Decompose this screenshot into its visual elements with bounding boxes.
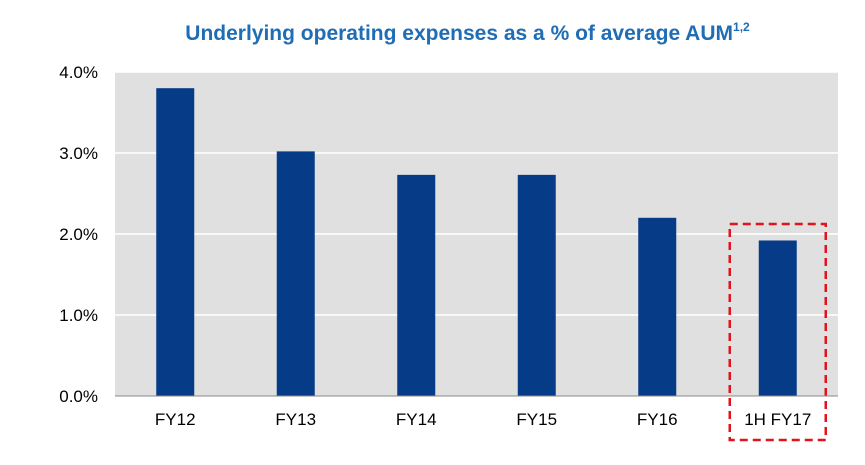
chart-title-text: Underlying operating expenses as a % of …	[185, 22, 734, 45]
y-tick-label: 0.0%	[59, 387, 98, 406]
y-tick-label: 1.0%	[59, 306, 98, 325]
bar	[397, 174, 436, 396]
y-tick-label: 4.0%	[59, 63, 98, 82]
chart-title: Underlying operating expenses as a % of …	[0, 20, 865, 46]
bar	[517, 174, 556, 396]
x-tick-label: FY14	[396, 410, 437, 429]
y-tick-label: 2.0%	[59, 225, 98, 244]
y-tick-label: 3.0%	[59, 144, 98, 163]
bar	[156, 88, 195, 396]
x-tick-label: FY16	[637, 410, 678, 429]
bar	[638, 217, 677, 396]
bar	[758, 240, 797, 396]
x-tick-label: FY13	[275, 410, 316, 429]
x-tick-label: FY12	[155, 410, 196, 429]
chart-title-footnote: 1,2	[733, 20, 750, 34]
x-tick-label: 1H FY17	[744, 410, 811, 429]
x-tick-label: FY15	[516, 410, 557, 429]
bar	[276, 151, 315, 396]
